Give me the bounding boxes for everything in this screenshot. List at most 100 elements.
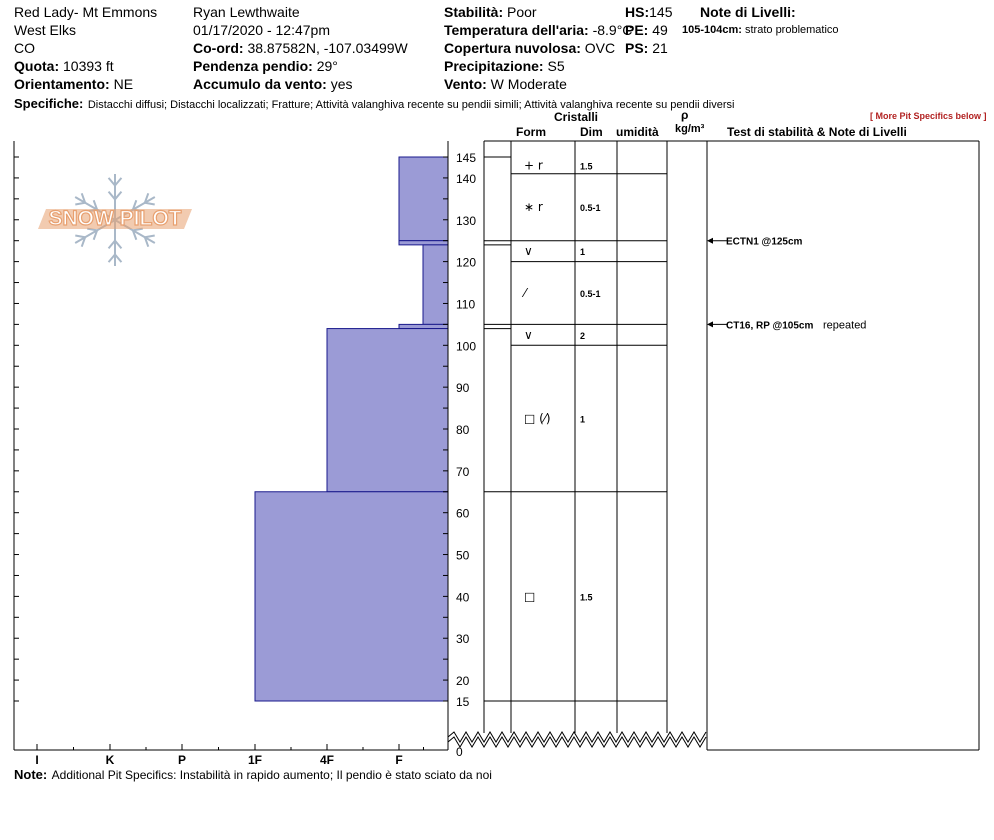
height-tick-label: 100	[456, 339, 476, 353]
scale-break-line	[447, 731, 707, 743]
wind: Vento: W Moderate	[444, 77, 567, 91]
range-name: West Elks	[14, 22, 76, 38]
grain-form: ⁄	[521, 286, 529, 300]
grain-form: ∨	[524, 328, 533, 342]
layer-note-text: strato problematico	[745, 24, 839, 36]
coordinates-value: 38.87582N, -107.03499W	[247, 40, 408, 56]
grain-form: □ (⁄)	[524, 412, 551, 426]
more-pit-specifics-link[interactable]: [ More Pit Specifics below ]	[870, 111, 987, 121]
grain-size: 1	[580, 415, 585, 425]
height-tick-label: 110	[456, 297, 475, 311]
wind-label: Vento:	[444, 76, 487, 92]
crystals-header: Cristalli	[554, 110, 599, 124]
grain-table: + r 1.5 ∗ r 0.5-1 ∨ 1 ⁄ 0.5-1 ∨ 2 □ (⁄) 1 □ 1.5	[447, 156, 707, 748]
height-tick-label: 50	[456, 549, 470, 563]
layer-note: 105-104cm: strato problematico	[682, 25, 839, 36]
pe-value: 49	[652, 22, 668, 38]
footer-note: Note: Additional Pit Specifics: Instabil…	[14, 767, 492, 783]
hardness-tick-label: 4F	[320, 753, 334, 767]
specifics-text: Distacchi diffusi; Distacchi localizzati…	[87, 99, 735, 111]
density-header: kg/m³	[675, 123, 705, 135]
aspect-label: Orientamento:	[14, 76, 110, 92]
height-tick-label: 30	[456, 632, 470, 646]
stability-label: Stabilità:	[444, 4, 504, 20]
moisture-header: umidità	[616, 125, 659, 139]
grain-size: 1.5	[580, 592, 593, 602]
test-arrow-head	[707, 321, 713, 328]
snowflake-branch	[144, 201, 155, 206]
height-tick-label: 130	[456, 214, 476, 228]
snowflake-branch	[107, 253, 116, 263]
cloud-label: Copertura nuvolosa:	[444, 40, 581, 56]
snowflake-branch	[143, 236, 150, 247]
slope-label: Pendenza pendio:	[193, 58, 313, 74]
rho-header: ρ	[681, 108, 689, 122]
hardness-layers	[254, 156, 449, 702]
snowflake-branch	[114, 177, 123, 187]
location-name: Red Lady- Mt Emmons	[14, 4, 158, 20]
snowflake-branch	[80, 193, 87, 204]
grain-size: 1.5	[580, 161, 593, 171]
stability: Stabilità: Poor	[444, 5, 537, 19]
grain-form: ∗ r	[524, 200, 543, 214]
hardness-layer	[398, 156, 449, 242]
grain-form: □	[524, 589, 535, 603]
grain-form: + r	[524, 158, 543, 172]
pit-specifics: Specifiche: Distacchi diffusi; Distacchi…	[14, 96, 734, 112]
penetration-pe: PE: 49	[625, 23, 668, 37]
size-header: Dim	[580, 125, 603, 139]
hardness-layer	[398, 323, 449, 330]
form-header: Form	[516, 125, 546, 139]
grain-size: 0.5-1	[580, 289, 601, 299]
hs-value: 145	[649, 4, 673, 20]
snowflake-branch	[75, 234, 86, 239]
coordinates-label: Co-ord:	[193, 40, 244, 56]
cloud-cover: Copertura nuvolosa: OVC	[444, 41, 615, 55]
logo-banner	[38, 209, 192, 229]
tests-header: Test di stabilità & Note di Livelli	[727, 125, 907, 139]
snowflake-branch	[114, 191, 123, 200]
coordinates: Co-ord: 38.87582N, -107.03499W	[193, 41, 408, 55]
ps-label: PS:	[625, 40, 649, 56]
hardness-layer	[326, 328, 449, 493]
snowflake-branch	[144, 234, 155, 239]
hardness-layer	[422, 244, 449, 325]
ps-value: 21	[652, 40, 668, 56]
snowflake-branch	[131, 199, 138, 210]
height-tick-label: 60	[456, 507, 470, 521]
height-tick-label: 140	[456, 172, 476, 186]
height-tick-label: 70	[456, 465, 470, 479]
hs-label: HS:	[625, 4, 650, 20]
snowflake-branch	[107, 177, 116, 187]
scale-break-line	[447, 736, 707, 748]
hardness-layer	[254, 491, 449, 702]
grain-size: 1	[580, 247, 585, 257]
hardness-tick-label: I	[35, 753, 38, 767]
test-label: CT16, RP @105cm	[726, 320, 813, 331]
hardness-axis: I K P 1F 4F F	[35, 744, 424, 767]
elevation: Quota: 10393 ft	[14, 59, 114, 73]
elevation-value: 10393 ft	[63, 58, 114, 74]
stability-tests: ECTN1 @125cm CT16, RP @105cm repeated	[707, 237, 866, 331]
pe-label: PE:	[625, 22, 649, 38]
height-tick-label: 15	[456, 695, 470, 709]
grain-form: ∨	[524, 244, 533, 258]
cloud-value: OVC	[584, 40, 616, 56]
grain-size: 2	[580, 331, 585, 341]
hardness-tick-label: P	[178, 753, 186, 767]
precip-label: Precipitazione:	[444, 58, 544, 74]
snowflake-branch	[107, 191, 116, 200]
snowflake-branch	[143, 193, 150, 204]
air-temp-value: -8.9°C	[592, 22, 633, 38]
height-axis: 145 140 130 120 110 100 90 80 70 60 50 40 30 20 15 0	[14, 151, 476, 759]
aspect: Orientamento: NE	[14, 77, 133, 91]
state-name: CO	[14, 40, 35, 56]
test-note: repeated	[823, 319, 866, 331]
height-tick-label: 90	[456, 381, 470, 395]
note-text: Additional Pit Specifics: Instabilità in…	[51, 768, 492, 782]
snowflake-branch	[131, 230, 138, 241]
snowflake-branch	[107, 240, 116, 249]
note-label: Note:	[14, 767, 48, 782]
hardness-tick-label: K	[106, 753, 115, 767]
